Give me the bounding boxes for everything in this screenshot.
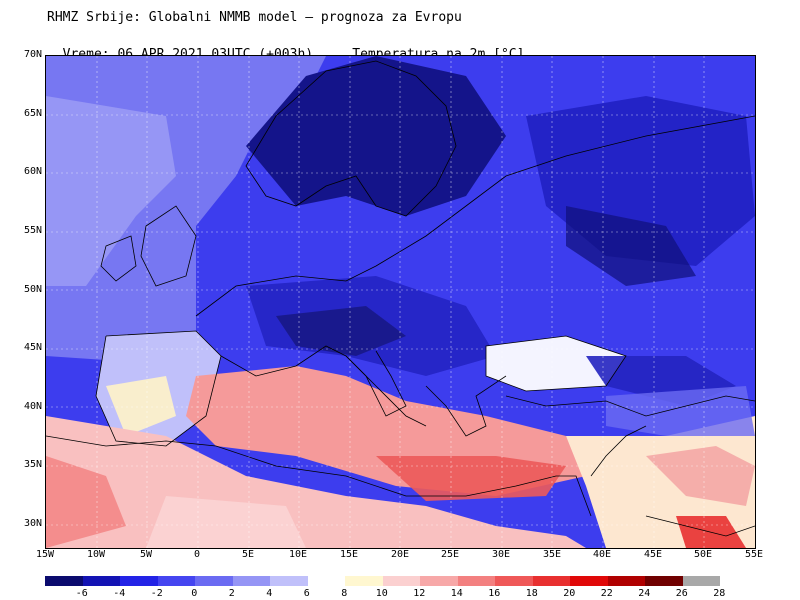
lon-label: 10E	[278, 549, 318, 560]
colorbar-tick-label: -6	[72, 588, 92, 599]
colorbar-cell	[308, 576, 346, 586]
colorbar-cell	[195, 576, 233, 586]
colorbar-cell	[383, 576, 421, 586]
lon-label: 40E	[582, 549, 622, 560]
temperature-map	[45, 55, 756, 549]
lat-label: 60N	[0, 166, 42, 177]
colorbar-cell	[45, 576, 83, 586]
colorbar-tick-label: 6	[297, 588, 317, 599]
colorbar-tick-label: -2	[147, 588, 167, 599]
lon-label: 35E	[532, 549, 572, 560]
lon-label: 20E	[380, 549, 420, 560]
colorbar-tick-label: 12	[409, 588, 429, 599]
lat-label: 55N	[0, 225, 42, 236]
lon-label: 50E	[683, 549, 723, 560]
colorbar-tick-label: 18	[522, 588, 542, 599]
colorbar-cell	[420, 576, 458, 586]
colorbar-cell	[683, 576, 721, 586]
colorbar-tick-label: 26	[672, 588, 692, 599]
lon-label: 15E	[329, 549, 369, 560]
map-title: RHMZ Srbije: Globalni NMMB model — progn…	[47, 10, 462, 25]
colorbar-tick-label: 14	[447, 588, 467, 599]
colorbar-cell	[570, 576, 608, 586]
colorbar-cell	[158, 576, 196, 586]
colorbar-cell	[608, 576, 646, 586]
colorbar-tick-label: 10	[372, 588, 392, 599]
colorbar-tick-label: 20	[559, 588, 579, 599]
colorbar-cell	[120, 576, 158, 586]
colorbar-tick-label: 2	[222, 588, 242, 599]
lon-label: 45E	[633, 549, 673, 560]
lon-label: 30E	[481, 549, 521, 560]
colorbar-cell	[458, 576, 496, 586]
colorbar-cell	[495, 576, 533, 586]
colorbar-tick-label: 4	[259, 588, 279, 599]
colorbar-cell	[270, 576, 308, 586]
lon-label: 5E	[228, 549, 268, 560]
lon-label: 5W	[126, 549, 166, 560]
colorbar-cell	[533, 576, 571, 586]
lat-label: 40N	[0, 401, 42, 412]
colorbar-tick-label: 0	[184, 588, 204, 599]
colorbar-tick-label: 24	[634, 588, 654, 599]
colorbar-tick-label: -4	[109, 588, 129, 599]
colorbar-cell	[233, 576, 271, 586]
lat-label: 50N	[0, 284, 42, 295]
lat-label: 70N	[0, 49, 42, 60]
lat-label: 45N	[0, 342, 42, 353]
lon-label: 0	[177, 549, 217, 560]
lat-label: 35N	[0, 459, 42, 470]
lat-label: 30N	[0, 518, 42, 529]
colorbar-tick-label: 28	[709, 588, 729, 599]
lon-label: 10W	[76, 549, 116, 560]
colorbar-cell	[645, 576, 683, 586]
lon-label: 55E	[734, 549, 774, 560]
colorbar-cell	[83, 576, 121, 586]
lon-label: 25E	[430, 549, 470, 560]
colorbar-tick-label: 16	[484, 588, 504, 599]
lon-label: 15W	[25, 549, 65, 560]
lat-label: 65N	[0, 108, 42, 119]
colorbar-tick-label: 22	[597, 588, 617, 599]
colorbar-cell	[345, 576, 383, 586]
colorbar-tick-label: 8	[334, 588, 354, 599]
